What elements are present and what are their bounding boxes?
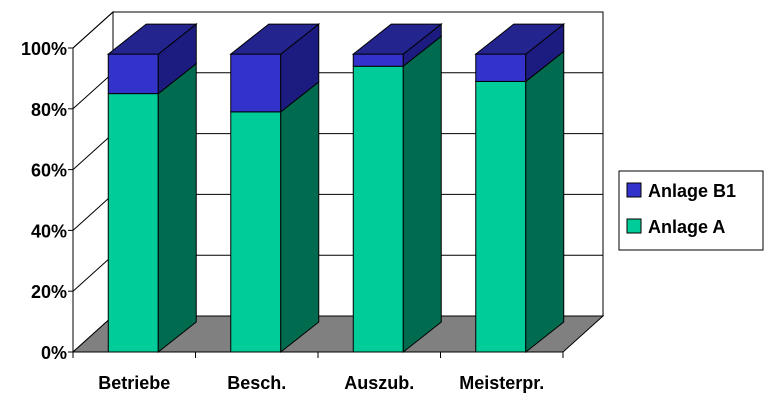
legend-label: Anlage B1 (648, 181, 736, 201)
bar-segment-anlage-b1-betriebe (106, 23, 198, 95)
bars (106, 23, 566, 354)
x-tick-label: Besch. (227, 373, 286, 393)
bar-segment-anlage-a-meisterpr (475, 50, 565, 354)
bar-segment-anlage-b1-auszub (351, 23, 443, 68)
legend-swatch (626, 218, 642, 234)
y-axis-ticks: 0% 20% 40% 60% 80% 100% (21, 39, 67, 363)
legend-box (618, 170, 764, 251)
bar-segment-anlage-a-besch (230, 80, 320, 354)
y-tick-label: 20% (31, 282, 67, 302)
bar-segment-anlage-b1-besch (229, 23, 321, 113)
y-tick-label: 40% (31, 221, 67, 241)
y-tick-label: 100% (21, 39, 67, 59)
x-axis-ticks: Betriebe Besch. Auszub. Meisterpr. (98, 373, 544, 393)
y-tick-label: 60% (31, 161, 67, 181)
legend-label: Anlage A (648, 217, 725, 237)
axes (68, 47, 564, 358)
y-tick-label: 0% (41, 343, 67, 363)
bar-segment-anlage-b1-meisterpr (474, 23, 566, 83)
legend-swatch (626, 182, 642, 198)
x-tick-label: Meisterpr. (459, 373, 544, 393)
side-wall (72, 10, 114, 354)
x-tick-label: Betriebe (98, 373, 170, 393)
legend: Anlage B1 Anlage A (618, 170, 764, 251)
bar-segment-anlage-a-auszub (352, 35, 442, 354)
bar-segment-anlage-a-betriebe (107, 62, 197, 354)
y-tick-label: 80% (31, 100, 67, 120)
gridline (72, 11, 603, 49)
x-tick-label: Auszub. (344, 373, 414, 393)
